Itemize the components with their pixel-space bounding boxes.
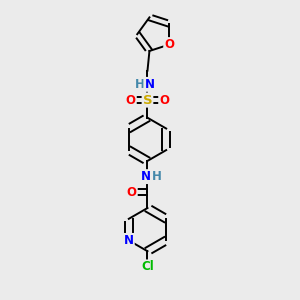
Text: O: O — [126, 94, 136, 106]
Text: O: O — [159, 94, 169, 106]
Text: Cl: Cl — [141, 260, 154, 273]
Text: N: N — [144, 78, 154, 91]
Text: N: N — [124, 234, 134, 247]
Text: H: H — [152, 170, 162, 183]
Text: O: O — [164, 38, 174, 51]
Text: N: N — [140, 170, 151, 183]
Text: H: H — [135, 78, 145, 91]
Text: S: S — [143, 94, 152, 106]
Text: O: O — [127, 186, 137, 199]
